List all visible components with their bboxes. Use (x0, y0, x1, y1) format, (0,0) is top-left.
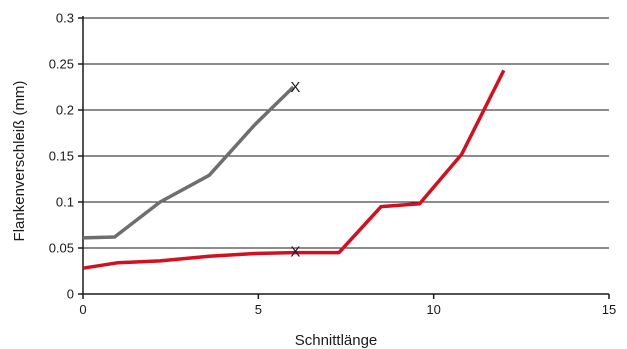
y-tick-label: 0.05 (49, 241, 74, 256)
x-axis-title: Schnittlänge (295, 332, 378, 349)
x-tick-label: 15 (602, 302, 616, 317)
x-tick-label: 10 (426, 302, 440, 317)
axes (78, 16, 610, 299)
y-tick-label: 0.2 (56, 103, 74, 118)
annotations: XX (290, 79, 300, 261)
y-tick-label: 0.1 (56, 195, 74, 210)
y-tick-label: 0.25 (49, 57, 74, 72)
series-lines (82, 69, 506, 270)
end-marker: X (290, 79, 300, 96)
x-tick-label: 0 (79, 302, 86, 317)
end-marker: X (290, 244, 300, 261)
y-tick-label: 0 (67, 287, 74, 302)
y-tick-label: 0.15 (49, 149, 74, 164)
x-tick-label: 5 (255, 302, 262, 317)
series-line-1 (82, 85, 295, 240)
y-tick-label: 0.3 (56, 11, 74, 26)
y-axis-title: Flankenverschleiß (mm) (11, 81, 28, 242)
series-line-2 (82, 69, 506, 270)
grid-lines (83, 17, 609, 249)
tick-labels: 0 0.05 0.1 0.15 0.2 0.25 0.3 0 5 10 15 (49, 11, 617, 318)
